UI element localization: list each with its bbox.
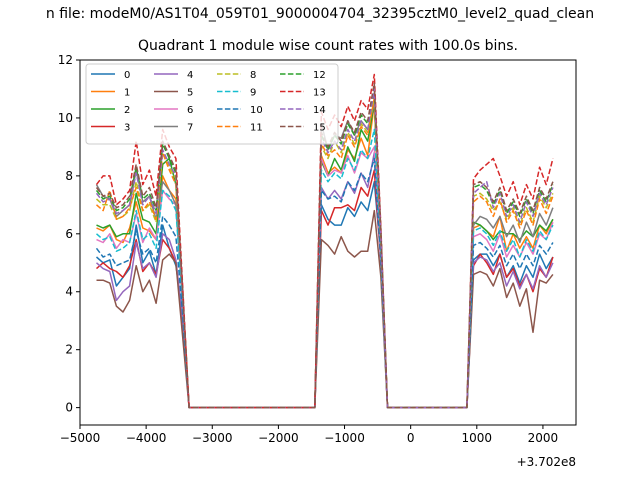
series-line-13 [95,73,554,409]
legend-label: 1 [124,88,130,99]
x-axis: −5000 −4000 −3000 −2000 −1000 0 1000 2000 [60,425,559,445]
x-tick-label: −4000 [126,431,167,445]
y-tick-label: 6 [65,227,73,241]
y-tick-label: 8 [65,169,73,183]
series-line-11 [96,96,554,409]
x-tick-label: −2000 [258,431,299,445]
legend-label: 4 [187,70,193,81]
legend-label: 12 [313,70,326,81]
y-tick-label: 0 [65,401,73,415]
legend-label: 14 [313,105,326,116]
legend-label: 8 [250,70,256,81]
series-line-12 [95,91,554,409]
legend-label: 11 [250,123,263,134]
chart-title: Quadrant 1 module wise count rates with … [138,38,518,54]
legend-label: 3 [124,123,130,134]
x-tick-label: −1000 [324,431,365,445]
legend-box [85,63,339,145]
legend-label: 9 [250,88,256,99]
legend-label: 13 [313,88,326,99]
series-line-4 [96,151,554,409]
y-tick-label: 10 [58,111,73,125]
legend-label: 7 [187,123,193,134]
suptitle: n file: modeM0/AS1T04_059T01_9000004704_… [46,6,594,22]
legend-label: 6 [187,105,193,116]
x-offset-label: +3.702e8 [517,455,576,469]
series-line-9 [96,128,554,409]
series-line-15 [95,82,554,409]
y-tick-label: 12 [58,53,73,67]
y-axis: 0 2 4 6 8 10 12 [58,53,80,415]
legend-label: 5 [187,88,193,99]
series-line-1 [96,102,554,409]
series-line-5 [96,209,554,409]
x-tick-label: 2000 [528,431,559,445]
series-line-10 [95,157,554,409]
legend-label: 10 [250,105,263,116]
legend-label: 2 [124,105,130,116]
x-tick-label: −3000 [192,431,233,445]
series-layer [95,73,554,409]
series-line-14 [95,88,554,409]
x-tick-label: 1000 [462,431,493,445]
x-tick-label: 0 [407,431,415,445]
y-tick-label: 2 [65,343,73,357]
legend-label: 15 [313,123,326,134]
plot-border [79,59,577,426]
y-tick-label: 4 [65,285,73,299]
x-tick-label: −5000 [60,431,101,445]
legend-label: 0 [124,70,130,81]
